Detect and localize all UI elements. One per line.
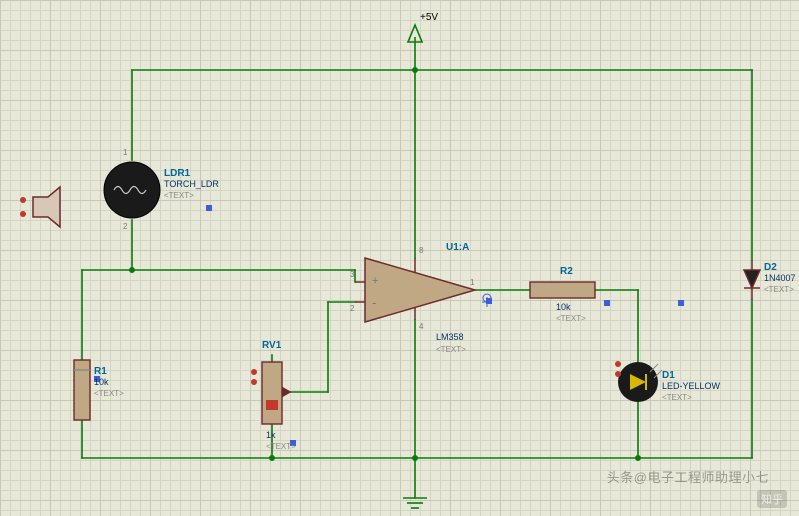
u1-name: U1:A: [446, 242, 469, 253]
r1-name: R1: [94, 366, 124, 377]
d1-part: LED-YELLOW: [662, 381, 720, 392]
d1-name: D1: [662, 370, 720, 381]
d1-txt: <TEXT>: [662, 392, 720, 403]
d2-name: D2: [764, 262, 796, 273]
ground: [403, 498, 427, 508]
zhihu-mark: 知乎: [757, 490, 787, 508]
u1-pin8: 8: [419, 246, 423, 255]
u1-part: LM358: [436, 332, 464, 343]
ldr1-pin1: 1: [123, 148, 127, 157]
u1-minus: -: [372, 295, 376, 310]
output-crosshair: [482, 294, 492, 307]
r2-txt: <TEXT>: [556, 313, 586, 324]
r1-value: 10k: [94, 377, 124, 388]
circuit-svg: [0, 0, 799, 516]
r2-value: 10k: [556, 302, 571, 313]
d1-led[interactable]: [615, 361, 662, 402]
u1-txt: <TEXT>: [436, 344, 466, 355]
d2-txt: <TEXT>: [764, 284, 796, 295]
r2-name: R2: [560, 266, 573, 277]
u1a-opamp[interactable]: [355, 258, 475, 322]
watermark: 头条@电子工程师助理小七: [607, 467, 769, 486]
supply-5v: [408, 25, 422, 70]
ldr1-txt: <TEXT>: [164, 190, 219, 201]
torch-icon: [20, 187, 60, 227]
rv1-name: RV1: [262, 340, 281, 351]
u1-pin2: 2: [350, 304, 354, 313]
d2-part: 1N4007: [764, 273, 796, 284]
r1[interactable]: [74, 360, 90, 420]
r2[interactable]: [530, 282, 595, 298]
ldr1-name: LDR1: [164, 168, 219, 179]
d2-diode[interactable]: [744, 260, 760, 300]
u1-pin3: 3: [350, 270, 354, 279]
rv1[interactable]: [251, 362, 290, 424]
rv1-value: 1k: [266, 430, 276, 441]
u1-pin1: 1: [470, 278, 474, 287]
u1-plus: +: [372, 275, 378, 287]
ldr1-part: TORCH_LDR: [164, 179, 219, 190]
r1-txt: <TEXT>: [94, 388, 124, 399]
ldr1-pin2: 2: [123, 222, 127, 231]
u1-pin4: 4: [419, 322, 423, 331]
probe-markers: [94, 205, 684, 446]
supply-label: +5V: [420, 12, 438, 23]
ldr1[interactable]: [104, 162, 160, 218]
rv1-txt: <TEXT>: [266, 441, 296, 452]
